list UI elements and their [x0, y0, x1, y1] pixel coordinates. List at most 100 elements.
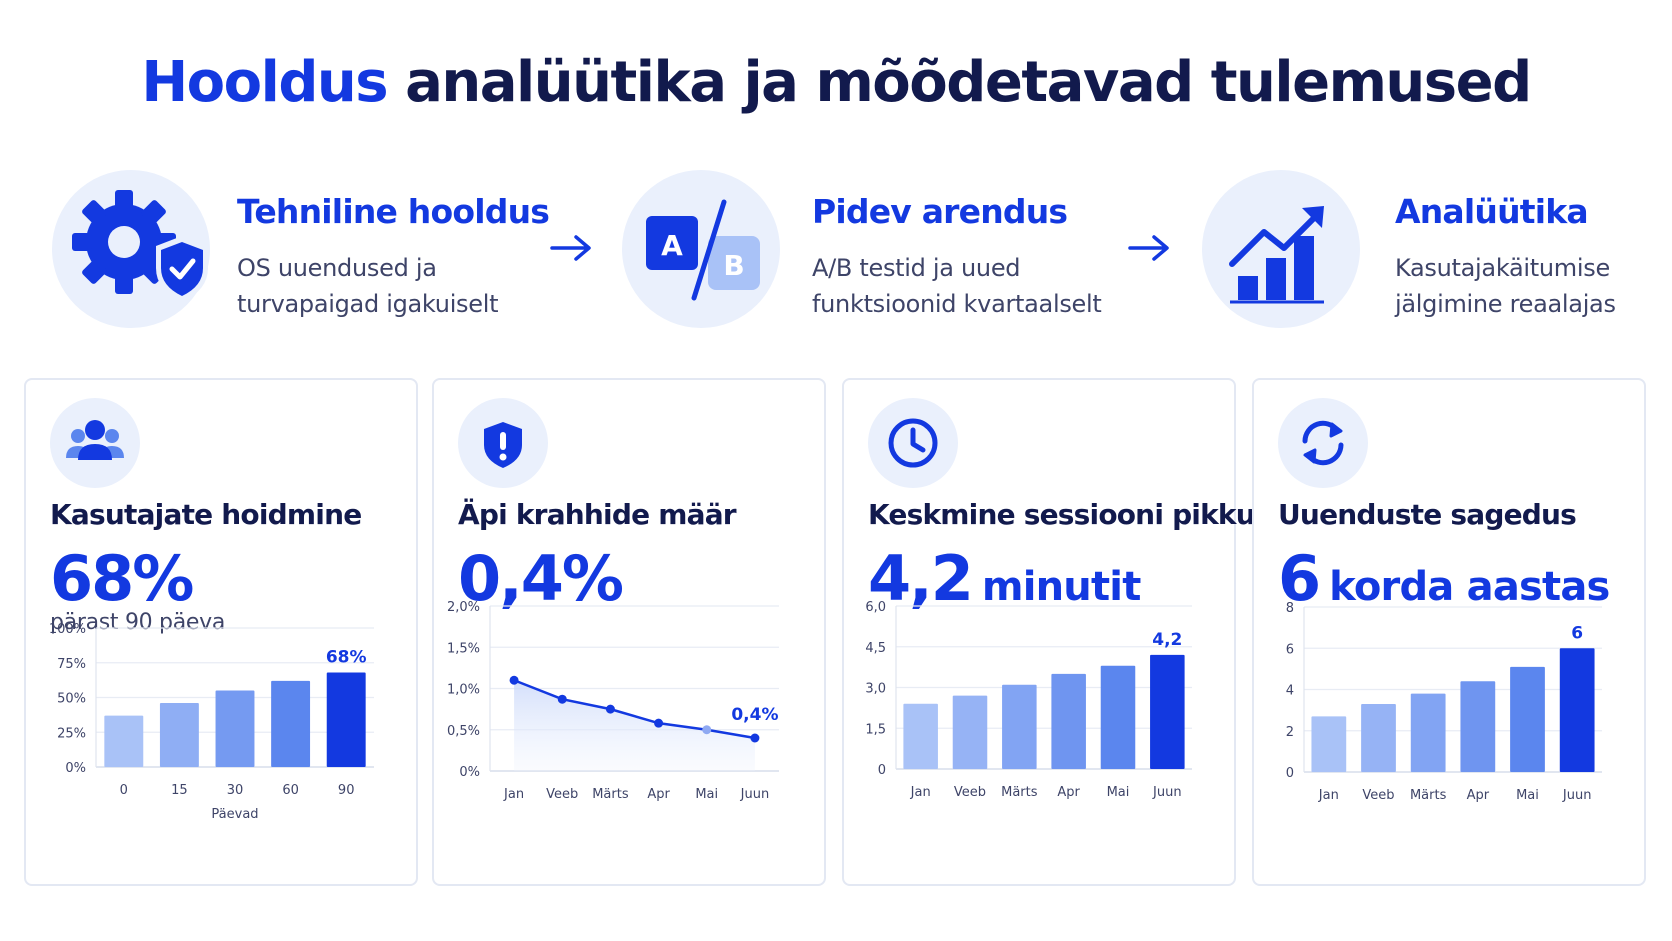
- card-user-retention: Kasutajate hoidmine 68% pärast 90 päeva …: [24, 378, 418, 886]
- chart-bar: [1460, 681, 1496, 772]
- chart-bar: [1051, 673, 1086, 769]
- step-continuous-development: A B Pidev arendus A/B testid ja uued fun…: [622, 170, 1122, 330]
- y-tick-label: 0,5%: [447, 724, 480, 739]
- chart-bar: [104, 715, 144, 767]
- chart-bar: [271, 680, 311, 767]
- metric-value: 0,4%: [458, 542, 624, 615]
- arrow-right-icon: [1128, 235, 1169, 261]
- chart-bar: [1100, 665, 1136, 769]
- x-tick-label: Märts: [592, 787, 629, 802]
- arrow-right-icon: [550, 235, 591, 261]
- card-update-frequency: Uuenduste sagedus 6 korda aastas 0 2 4 6 8 Jan…: [1252, 378, 1646, 886]
- metric-value: 6: [1278, 542, 1321, 615]
- data-label: 4,2: [1152, 630, 1182, 650]
- x-tick-label: Märts: [1001, 785, 1038, 800]
- y-tick-label: 3,0: [865, 682, 886, 697]
- refresh-icon: [1278, 398, 1368, 488]
- y-tick-label: 2,0%: [447, 600, 480, 615]
- y-tick-label: 0%: [459, 765, 480, 780]
- card-subtitle: pärast 90 päeva: [50, 610, 226, 635]
- card-metric: 4,2 minutit: [868, 542, 1141, 615]
- x-tick-label: Mai: [1107, 785, 1130, 800]
- x-tick-label: Veeb: [954, 785, 986, 800]
- x-tick-label: Mai: [1516, 788, 1539, 803]
- ab-test-icon: A B: [622, 170, 780, 328]
- chart-bar: [1559, 648, 1595, 772]
- page-title-rest: analüütika ja mõõdetavad tulemused: [405, 50, 1532, 115]
- x-tick-label: Veeb: [546, 787, 578, 802]
- growth-chart-icon: [1202, 170, 1360, 328]
- y-tick-label: 1,5%: [447, 641, 480, 656]
- chart-bar: [159, 703, 199, 767]
- chart-bar: [1410, 693, 1446, 772]
- x-tick-label: Juun: [740, 787, 770, 802]
- metric-unit: minutit: [981, 564, 1142, 610]
- step-title: Analüütika: [1395, 192, 1589, 231]
- y-tick-label: 75%: [57, 657, 86, 672]
- x-axis-label: Päevad: [211, 807, 258, 822]
- metric-value: 68%: [50, 542, 194, 615]
- metric-unit: korda aastas: [1329, 564, 1610, 610]
- series-line: [513, 679, 756, 740]
- page-title-accent: Hooldus: [141, 50, 388, 115]
- gear-shield-icon: [52, 170, 210, 328]
- card-metric: 0,4%: [458, 542, 632, 615]
- x-tick-label: Veeb: [1362, 788, 1394, 803]
- x-tick-label: Apr: [1057, 785, 1080, 800]
- card-title: Kasutajate hoidmine: [50, 498, 362, 531]
- step-title: Tehniline hooldus: [237, 192, 550, 231]
- y-tick-label: 100%: [49, 622, 86, 637]
- clock-icon: [868, 398, 958, 488]
- x-tick-label: Märts: [1410, 788, 1447, 803]
- x-tick-label: 30: [227, 783, 244, 798]
- data-point: [557, 694, 567, 704]
- card-title: Keskmine sessiooni pikkus: [868, 498, 1272, 531]
- x-tick-label: Jan: [503, 787, 524, 802]
- chart-bar: [326, 672, 366, 767]
- y-tick-label: 50%: [57, 692, 86, 707]
- step-desc-line: OS uuendused ja: [237, 254, 437, 282]
- y-tick-label: 8: [1286, 601, 1294, 616]
- y-tick-label: 25%: [57, 726, 86, 741]
- data-point: [750, 733, 760, 743]
- x-tick-label: Mai: [695, 787, 718, 802]
- step-technical-maintenance: Tehniline hooldus OS uuendused ja turvap…: [52, 170, 552, 330]
- step-title: Pidev arendus: [812, 192, 1068, 231]
- step-desc-line: turvapaigad igakuiselt: [237, 290, 499, 318]
- step-desc-line: A/B testid ja uued: [812, 254, 1021, 282]
- card-metric: 68%: [50, 542, 202, 615]
- x-tick-label: 15: [171, 783, 188, 798]
- card-metric: 6 korda aastas: [1278, 542, 1610, 615]
- step-desc: A/B testid ja uued funktsioonid kvartaal…: [812, 250, 1102, 322]
- x-tick-label: Juun: [1562, 788, 1592, 803]
- retention-bar-chart: 0% 25% 50% 75% 100% 0 15 30 60 90 Päevad 68%: [49, 622, 374, 822]
- data-label: 68%: [326, 647, 367, 667]
- chart-bar: [1150, 654, 1185, 769]
- card-title: Uuenduste sagedus: [1278, 498, 1577, 531]
- data-point: [509, 675, 519, 685]
- chart-bar: [952, 695, 988, 769]
- chart-bar: [903, 703, 938, 769]
- update-frequency-bar-chart: 0 2 4 6 8 Jan Veeb Märts Apr Mai Juun 6: [1286, 601, 1602, 803]
- y-tick-label: 1,5: [865, 722, 886, 737]
- step-desc-line: jälgimine reaalajas: [1395, 290, 1616, 318]
- x-tick-label: Juun: [1152, 785, 1182, 800]
- chart-bar: [215, 690, 255, 767]
- session-bar-chart: 0 1,5 3,0 4,5 6,0 Jan Veeb Märts Apr Mai Juun 4,2: [865, 600, 1192, 800]
- x-tick-label: 60: [282, 783, 299, 798]
- y-tick-label: 4: [1286, 684, 1294, 699]
- x-tick-label: Jan: [1318, 788, 1339, 803]
- card-session-length: Keskmine sessiooni pikkus 4,2 minutit 0 1,…: [842, 378, 1272, 886]
- x-tick-label: 90: [338, 783, 355, 798]
- x-tick-label: Apr: [1467, 788, 1490, 803]
- crash-rate-line-chart: 0% 0,5% 1,0% 1,5% 2,0% Jan Veeb Märts Apr Mai Juun…: [447, 600, 779, 802]
- y-tick-label: 1,0%: [447, 683, 480, 698]
- card-crash-rate: Äpi krahhide määr 0,4% 0% 0,5% 1,0% 1,5% 2,0…: [432, 378, 826, 886]
- x-tick-label: 0: [120, 783, 128, 798]
- chart-bar: [1002, 684, 1037, 769]
- y-tick-label: 2: [1286, 725, 1294, 740]
- data-point: [702, 725, 712, 735]
- y-tick-label: 4,5: [865, 641, 886, 656]
- step-desc-line: funktsioonid kvartaalselt: [812, 290, 1102, 318]
- ab-letter-b: B: [723, 249, 744, 282]
